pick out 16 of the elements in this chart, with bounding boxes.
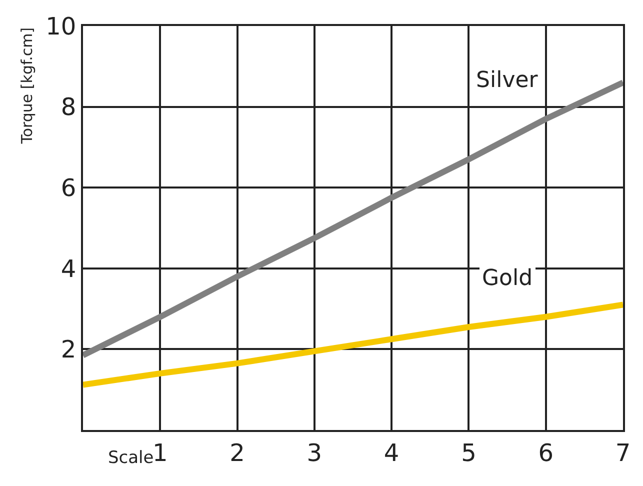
x-axis-title: Scale	[108, 448, 154, 468]
x-tick-label: 1	[152, 438, 168, 467]
x-tick-label: 7	[615, 438, 631, 467]
series-label: Gold	[482, 266, 533, 291]
y-tick-label: 8	[60, 93, 76, 122]
x-tick-label: 5	[461, 438, 476, 467]
x-tick-label: 4	[384, 438, 400, 467]
y-tick-label: 4	[60, 254, 76, 283]
x-tick-label: 6	[538, 438, 554, 467]
y-tick-label: 2	[60, 336, 76, 364]
y-tick-label: 6	[60, 174, 76, 202]
y-tick-label: 10	[46, 12, 76, 40]
x-tick-label: 3	[306, 438, 322, 467]
y-axis-title: Torque [kgf.cm]	[18, 27, 36, 145]
series-label: Silver	[476, 68, 539, 93]
x-tick-label: 2	[230, 438, 245, 467]
